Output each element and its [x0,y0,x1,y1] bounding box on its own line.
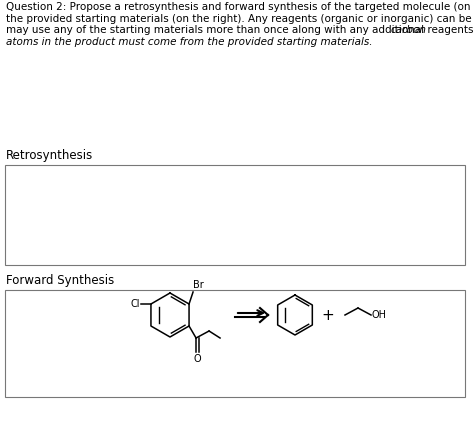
Text: Forward Synthesis: Forward Synthesis [6,274,114,287]
Text: +: + [322,308,334,322]
Text: Question 2: Propose a retrosynthesis and forward synthesis of the targeted molec: Question 2: Propose a retrosynthesis and… [6,2,474,12]
Text: carbon: carbon [391,25,427,35]
Bar [5,165,465,265]
Text: may use any of the starting materials more than once along with any additional r: may use any of the starting materials mo… [6,25,474,35]
Text: Retrosynthesis: Retrosynthesis [6,149,93,162]
Bar [5,290,465,397]
Text: the provided starting materials (on the right). Any reagents (organic or inorgan: the provided starting materials (on the … [6,14,474,24]
Text: OH: OH [372,310,387,320]
Text: O: O [193,354,201,364]
Text: Br: Br [193,280,204,290]
Text: atoms in the product must come from the provided starting materials.: atoms in the product must come from the … [6,36,373,47]
Text: Cl: Cl [130,299,140,309]
